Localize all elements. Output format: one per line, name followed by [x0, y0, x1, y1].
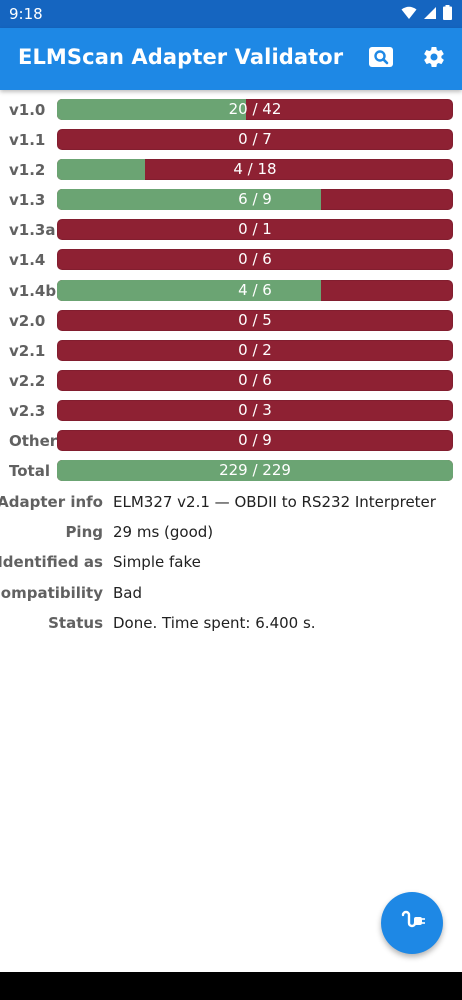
- progress-bar: 0 / 2: [57, 339, 453, 361]
- info-row: Ping 29 ms (good): [0, 520, 462, 550]
- progress-bar: 0 / 6: [57, 369, 453, 391]
- progress-label: v1.2: [9, 161, 46, 180]
- status-bar: 9:18: [0, 0, 462, 28]
- progress-value: 4 / 18: [233, 160, 277, 179]
- info-value: Simple fake: [113, 553, 201, 572]
- info-row: Compatibility Bad: [0, 581, 462, 611]
- progress-label: v1.4: [9, 251, 46, 270]
- progress-fill: [57, 279, 321, 301]
- app-bar: ELMScan Adapter Validator: [0, 28, 462, 90]
- progress-value: 0 / 3: [238, 400, 272, 419]
- status-icons: [401, 5, 452, 25]
- progress-label: v1.0: [9, 101, 46, 119]
- progress-row: v1.1 0 / 7: [0, 125, 462, 155]
- info-value: 29 ms (good): [113, 523, 214, 542]
- settings-button[interactable]: [418, 43, 450, 75]
- progress-label: Other: [9, 432, 58, 451]
- info-value: Done. Time spent: 6.400 s.: [113, 613, 316, 632]
- progress-bar: 229 / 229: [57, 460, 453, 482]
- app-title: ELMScan Adapter Validator: [18, 45, 344, 69]
- progress-bar: 0 / 6: [57, 249, 453, 271]
- progress-row: v1.0 20 / 42: [0, 95, 462, 125]
- signal-icon: [423, 6, 437, 25]
- status-time: 9:18: [9, 5, 43, 23]
- progress-bar: 0 / 5: [57, 309, 453, 331]
- progress-bar: 0 / 1: [57, 219, 453, 241]
- progress-row: v2.2 0 / 6: [0, 366, 462, 396]
- progress-value: 0 / 6: [238, 250, 272, 269]
- info-label: Ping: [65, 523, 103, 542]
- progress-value: 6 / 9: [238, 190, 272, 209]
- progress-value: 20 / 42: [228, 100, 282, 118]
- progress-value: 4 / 6: [238, 280, 272, 299]
- progress-label: v2.0: [9, 311, 46, 330]
- search-icon: [369, 46, 393, 72]
- progress-bar: 4 / 18: [57, 159, 453, 181]
- adapter-info-list: Adapter info ELM327 v2.1 — OBDII to RS232…: [0, 490, 462, 641]
- progress-row: v1.3 6 / 9: [0, 185, 462, 215]
- progress-row: v1.4b 4 / 6: [0, 276, 462, 306]
- gear-icon: [422, 45, 446, 74]
- progress-row: Total 229 / 229: [0, 456, 462, 486]
- info-label: Compatibility: [0, 583, 103, 602]
- progress-bar: 0 / 3: [57, 399, 453, 421]
- progress-value: 0 / 6: [238, 370, 272, 389]
- info-label: Status: [48, 613, 103, 632]
- plug-icon: [399, 908, 425, 939]
- progress-bar: 0 / 7: [57, 129, 453, 151]
- progress-row: v1.4 0 / 6: [0, 245, 462, 275]
- progress-label: Total: [9, 462, 50, 481]
- progress-label: v1.3: [9, 191, 46, 210]
- info-label: Adapter info: [0, 493, 103, 511]
- progress-label: v2.2: [9, 371, 46, 390]
- progress-value: 0 / 9: [238, 431, 272, 450]
- progress-label: v2.1: [9, 341, 46, 360]
- search-button[interactable]: [365, 43, 397, 75]
- progress-bar: 20 / 42: [57, 99, 453, 120]
- progress-row: v2.3 0 / 3: [0, 396, 462, 426]
- progress-label: v1.1: [9, 131, 46, 150]
- progress-value: 229 / 229: [219, 461, 291, 480]
- progress-bar: 0 / 9: [57, 430, 453, 452]
- navigation-bar: [0, 972, 462, 1000]
- progress-row: Other 0 / 9: [0, 426, 462, 456]
- progress-value: 0 / 7: [238, 130, 272, 149]
- info-label: Identified as: [0, 553, 103, 572]
- progress-fill: [57, 99, 246, 120]
- progress-value: 0 / 2: [238, 340, 272, 359]
- progress-row: v1.2 4 / 18: [0, 155, 462, 185]
- progress-value: 0 / 1: [238, 220, 272, 239]
- wifi-icon: [401, 6, 417, 25]
- progress-row: v1.3a 0 / 1: [0, 215, 462, 245]
- info-value: Bad: [113, 583, 143, 602]
- progress-value: 0 / 5: [238, 310, 272, 329]
- progress-label: v2.3: [9, 401, 46, 420]
- progress-row: v2.0 0 / 5: [0, 306, 462, 336]
- progress-bar: 4 / 6: [57, 279, 453, 301]
- progress-fill: [57, 159, 145, 181]
- info-row: Status Done. Time spent: 6.400 s.: [0, 611, 462, 641]
- progress-fill: [57, 189, 321, 211]
- info-row: Adapter info ELM327 v2.1 — OBDII to RS232…: [0, 490, 462, 520]
- progress-label: v1.4b: [9, 281, 57, 300]
- progress-fill: [57, 460, 453, 482]
- progress-label: v1.3a: [9, 221, 56, 240]
- connect-button[interactable]: [381, 892, 443, 954]
- info-row: Identified as Simple fake: [0, 550, 462, 580]
- info-value: ELM327 v2.1 — OBDII to RS232 Interpreter: [113, 493, 436, 511]
- progress-bar: 6 / 9: [57, 189, 453, 211]
- battery-icon: [443, 5, 452, 25]
- progress-row: v2.1 0 / 2: [0, 336, 462, 366]
